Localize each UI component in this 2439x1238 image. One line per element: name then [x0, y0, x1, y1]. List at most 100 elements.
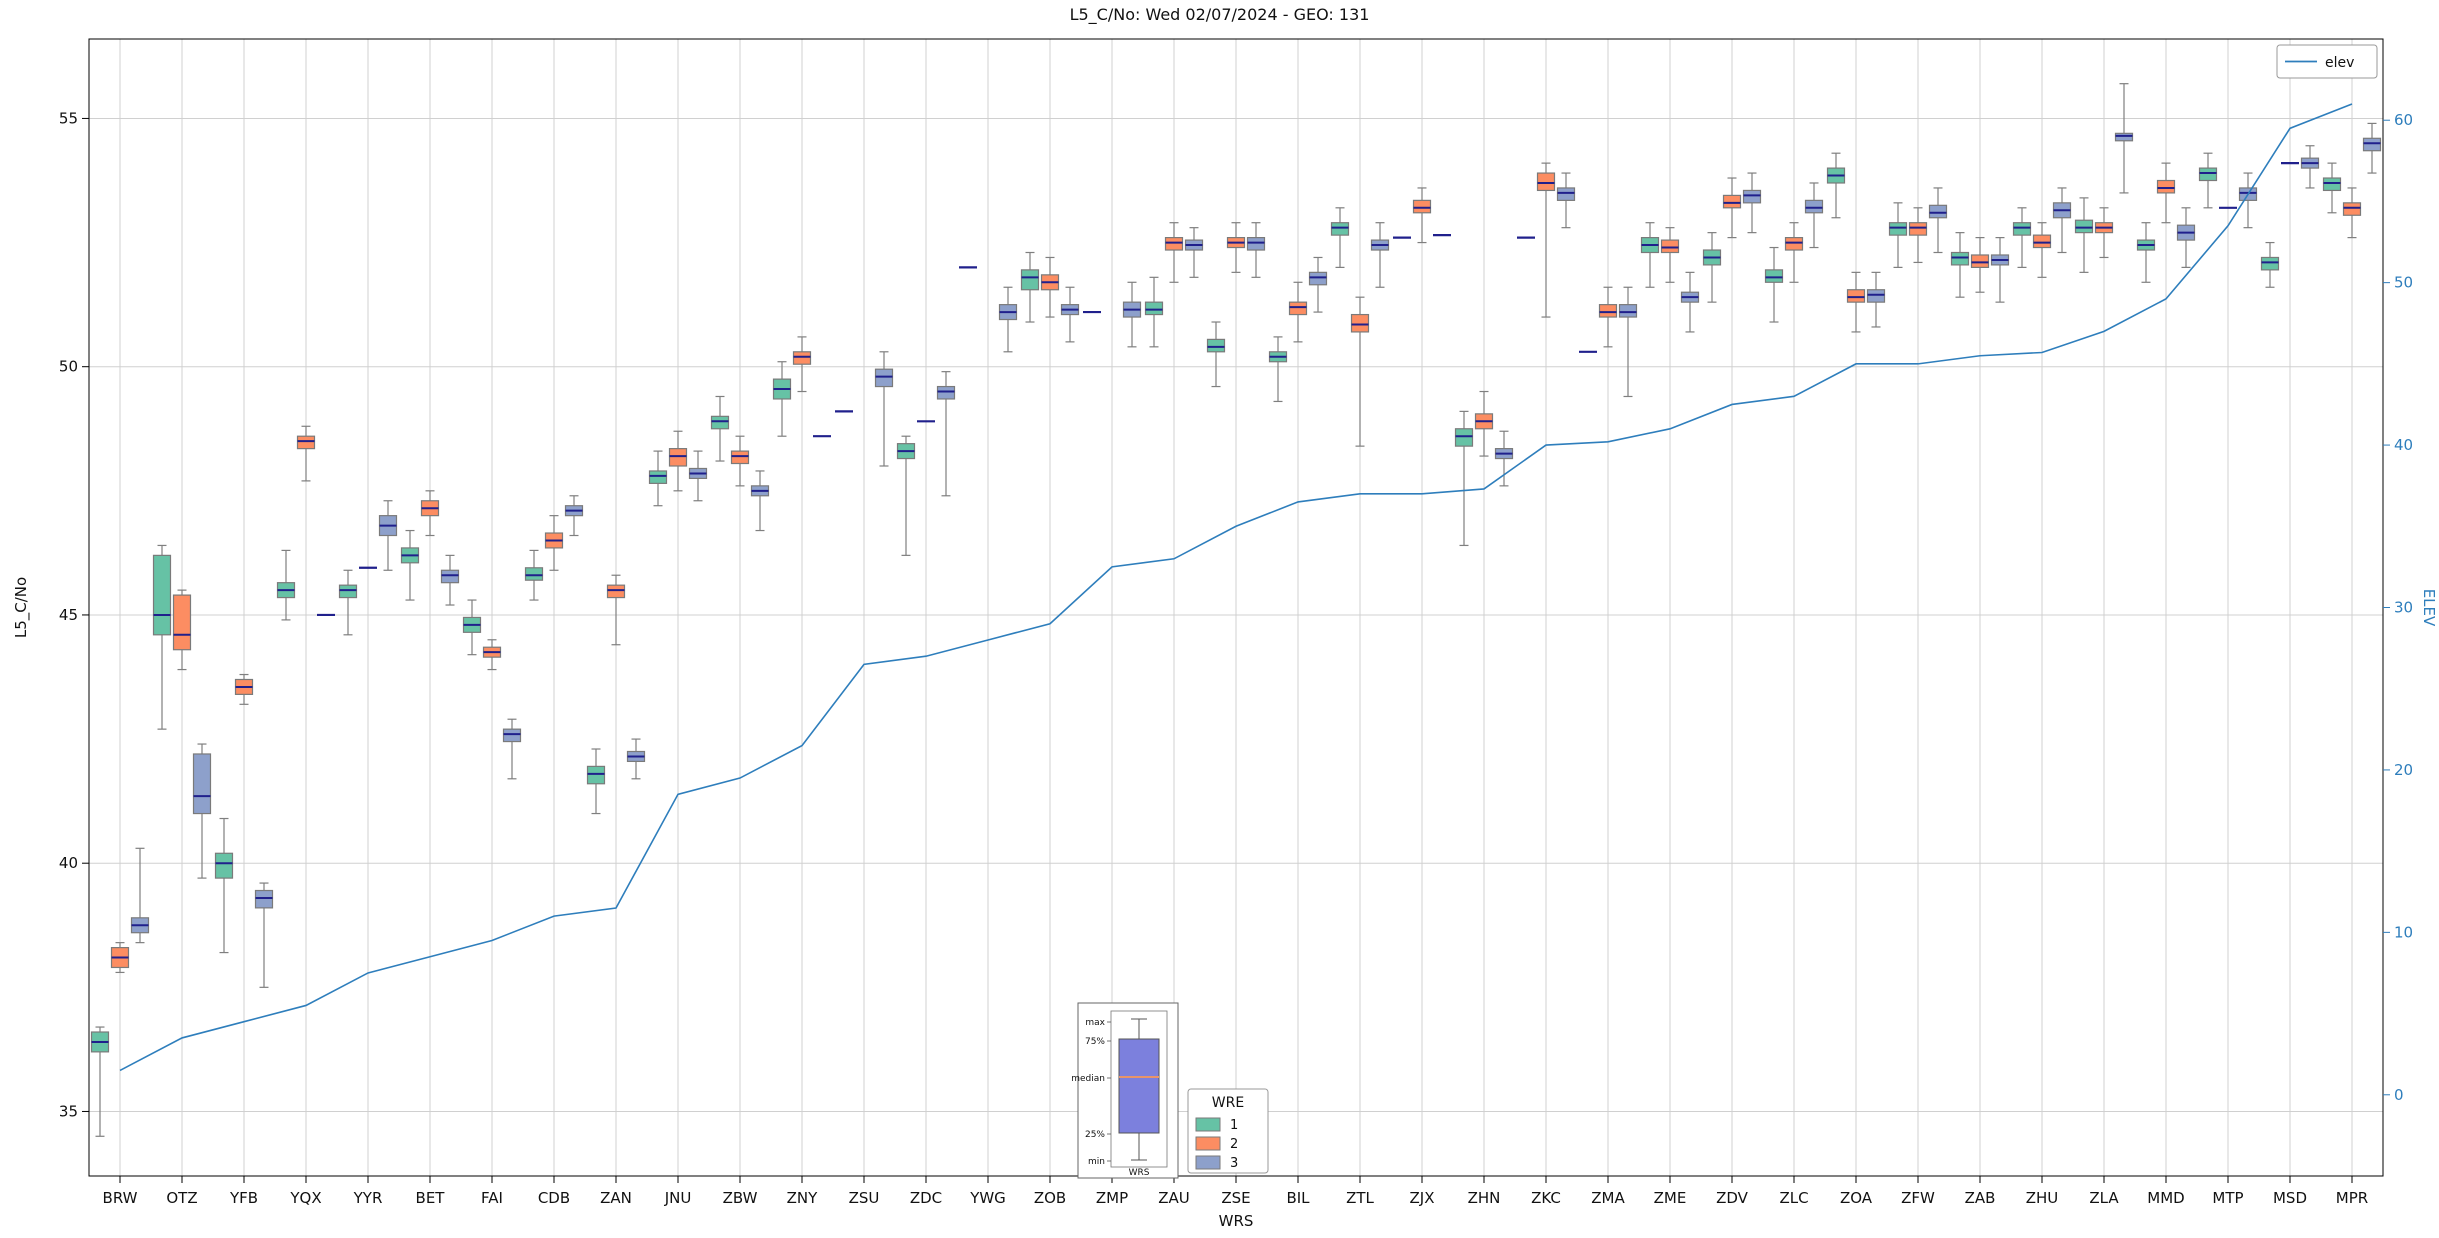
box-ZHU-wre1	[2012, 222, 2032, 236]
boxgroup-OTZ	[152, 544, 212, 879]
box-YYR-wre1	[338, 584, 358, 599]
box-ZLC-wre1	[1764, 269, 1784, 283]
box-ZKC-wre2	[1536, 172, 1556, 192]
y-right-tick-label: 10	[2394, 923, 2413, 941]
x-tick-label-ZAN: ZAN	[600, 1189, 632, 1207]
wre-legend-label-3: 3	[1230, 1156, 1238, 1171]
box-ZLA-wre1	[2074, 219, 2094, 234]
y-left-tick-label: 50	[59, 358, 78, 376]
elev-line	[119, 103, 2353, 1072]
box-ZMA-wre3	[1618, 304, 1638, 318]
box-MSD-wre1	[2260, 256, 2280, 271]
box-ZKC-wre3	[1556, 187, 1576, 201]
y-right-tick-label: 0	[2394, 1086, 2404, 1104]
x-tick-label-YQX: YQX	[289, 1189, 321, 1207]
x-tick-label-ZKC: ZKC	[1531, 1189, 1561, 1207]
boxgroup-MPR	[2322, 122, 2382, 239]
box-ZME-wre2	[1660, 239, 1680, 254]
x-tick-label-ZDV: ZDV	[1716, 1189, 1749, 1207]
x-tick-label-ZAB: ZAB	[1965, 1189, 1996, 1207]
box-ZAU-wre1	[1144, 301, 1164, 316]
chart-title: L5_C/No: Wed 02/07/2024 - GEO: 131	[1069, 5, 1370, 24]
y-right-tick-label: 40	[2394, 436, 2413, 454]
x-axis: BRW OTZ YFB YQX YYR BET FAI CDB ZAN JNU ZBW ZNY ZSU Z…	[103, 1176, 2368, 1230]
box-ZJX-wre2	[1412, 199, 1432, 214]
anatomy-label-75: 75%	[1085, 1037, 1105, 1047]
x-tick-label-ZJX: ZJX	[1410, 1189, 1435, 1207]
x-tick-label-YFB: YFB	[229, 1189, 258, 1207]
left-axis: 35 40 45 50 55 L5_C/No	[12, 109, 89, 1120]
boxgroup-MSD	[2260, 145, 2320, 288]
x-tick-label-MTP: MTP	[2212, 1189, 2243, 1207]
box-ZOA-wre3	[1866, 289, 1886, 303]
boxgroup-ZKC	[1517, 162, 1576, 318]
wre-legend: WRE 1 2 3	[1187, 1088, 1269, 1174]
anatomy-box	[1118, 1038, 1160, 1134]
boxgroup-BIL	[1268, 256, 1328, 403]
x-tick-label-MMD: MMD	[2147, 1189, 2184, 1207]
box-FAI-wre3	[502, 728, 522, 743]
box-MPR-wre2	[2342, 202, 2362, 216]
wre-legend-swatch-2	[1195, 1136, 1221, 1151]
boxgroup-ZHU	[2012, 187, 2072, 278]
x-tick-label-MPR: MPR	[2336, 1189, 2368, 1207]
box-YFB-wre1	[214, 852, 234, 879]
y-right-axis-title: ELEV	[2420, 589, 2438, 627]
boxgroup-MTP	[2198, 152, 2258, 229]
x-tick-label-CDB: CDB	[538, 1189, 570, 1207]
x-tick-label-ZSU: ZSU	[849, 1189, 880, 1207]
boxgroup-YFB	[214, 673, 274, 988]
x-tick-label-ZBW: ZBW	[723, 1189, 758, 1207]
box-ZFW-wre3	[1928, 204, 1948, 219]
boxgroup-ZAB	[1950, 232, 2010, 303]
box-ZBW-wre2	[730, 450, 750, 465]
box-ZLA-wre3	[2114, 132, 2134, 142]
box-ZDV-wre3	[1742, 189, 1762, 204]
boxgroup-YWG	[959, 266, 1018, 353]
box-YFB-wre3	[254, 889, 274, 909]
boxgroup-ZLC	[1764, 182, 1824, 323]
boxgroup-CDB	[524, 495, 584, 601]
box-OTZ-wre2	[172, 594, 192, 651]
boxgroup-ZOA	[1826, 152, 1886, 333]
box-YQX-wre2	[296, 435, 316, 450]
wre-legend-label-2: 2	[1230, 1137, 1238, 1152]
box-ZBW-wre1	[710, 415, 730, 430]
box-ZAN-wre2	[606, 584, 626, 599]
boxgroup-ZJX	[1393, 187, 1451, 244]
box-CDB-wre1	[524, 567, 544, 581]
box-ZMA-wre2	[1598, 304, 1618, 318]
box-MPR-wre3	[2362, 137, 2382, 152]
box-ZAB-wre1	[1950, 251, 1970, 266]
box-ZLC-wre3	[1804, 199, 1824, 214]
boxgroup-ZAU	[1144, 222, 1204, 348]
boxgroup-ZDC	[896, 371, 956, 556]
boxgroup-FAI	[462, 599, 522, 780]
boxgroup-ZSU	[835, 351, 894, 467]
anatomy-label-max: max	[1085, 1018, 1105, 1028]
boxgroup-YYR	[338, 500, 398, 636]
anatomy-inset: max 75% median 25% min WRS	[1071, 1002, 1179, 1179]
box-ZDC-wre3	[936, 385, 956, 400]
y-right-tick-label: 20	[2394, 761, 2413, 779]
x-tick-label-ZFW: ZFW	[1901, 1189, 1935, 1207]
boxgroup-ZMP	[1083, 281, 1142, 348]
x-tick-label-FAI: FAI	[481, 1189, 503, 1207]
anatomy-label-median: median	[1071, 1074, 1105, 1084]
box-ZAN-wre1	[586, 765, 606, 785]
x-tick-label-JNU: JNU	[664, 1189, 692, 1207]
boxgroup-ZBW	[710, 395, 770, 532]
boxgroup-ZAN	[586, 574, 646, 815]
y-right-tick-label: 30	[2394, 599, 2413, 617]
box-ZDV-wre2	[1722, 194, 1742, 209]
box-ZFW-wre2	[1908, 222, 1928, 236]
box-JNU-wre2	[668, 448, 688, 467]
x-tick-label-ZLA: ZLA	[2089, 1189, 2119, 1207]
y-right-tick-label: 60	[2394, 111, 2413, 129]
x-tick-label-YWG: YWG	[969, 1189, 1006, 1207]
grid	[89, 39, 2383, 1176]
x-tick-label-ZMP: ZMP	[1096, 1189, 1128, 1207]
box-BIL-wre2	[1288, 301, 1308, 316]
